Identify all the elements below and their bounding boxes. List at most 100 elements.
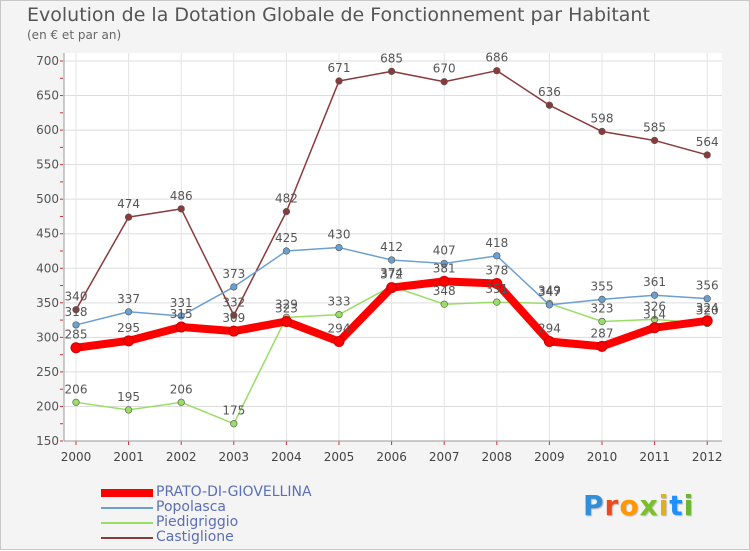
data-label-popolasca: 425 <box>275 231 298 245</box>
data-point-popolasca <box>335 243 343 252</box>
legend-label: PRATO-DI-GIOVELLINA <box>156 484 312 500</box>
data-point-prato-di-giovellina <box>228 325 240 337</box>
logo-letter: i <box>683 489 695 522</box>
data-label-castiglione: 482 <box>275 192 298 206</box>
y-tick-label: 400 <box>36 261 59 275</box>
data-point-prato-di-giovellina <box>649 322 661 334</box>
data-point-popolasca <box>282 247 291 255</box>
legend-swatch <box>101 507 153 509</box>
chart-subtitle: (en € et par an) <box>27 28 122 42</box>
y-tick-label: 250 <box>36 365 59 379</box>
x-tick-label: 2010 <box>587 450 618 464</box>
data-label-piedigriggio: 374 <box>380 266 403 280</box>
data-label-castiglione: 686 <box>485 51 508 65</box>
data-point-prato-di-giovellina <box>543 336 555 348</box>
data-point-castiglione <box>388 67 396 75</box>
x-tick-label: 2012 <box>692 450 723 464</box>
data-label-piedigriggio: 175 <box>222 404 245 418</box>
data-label-piedigriggio: 206 <box>65 382 88 396</box>
logo-letter: r <box>604 489 620 522</box>
data-point-piedigriggio <box>124 406 133 414</box>
y-tick-label: 150 <box>36 434 59 448</box>
data-point-popolasca <box>598 295 606 303</box>
data-point-piedigriggio <box>440 300 448 308</box>
plot-background <box>64 53 722 441</box>
data-point-piedigriggio <box>230 420 238 428</box>
data-point-prato-di-giovellina <box>701 315 713 327</box>
data-label-prato-di-giovellina: 294 <box>328 322 351 336</box>
data-label-piedigriggio: 195 <box>117 390 140 404</box>
logo-letter: P <box>583 489 605 522</box>
x-tick-label: 2006 <box>376 450 407 464</box>
x-tick-label: 2011 <box>639 450 670 464</box>
data-point-castiglione <box>72 306 80 314</box>
data-label-piedigriggio: 206 <box>170 382 193 396</box>
data-label-popolasca: 337 <box>117 292 140 306</box>
data-point-castiglione <box>177 205 185 213</box>
logo-letter: t <box>669 489 684 522</box>
data-point-castiglione <box>545 101 554 109</box>
data-label-prato-di-giovellina: 324 <box>696 301 719 315</box>
data-point-popolasca <box>703 295 711 303</box>
x-tick-label: 2002 <box>166 450 197 464</box>
y-tick-label: 550 <box>36 158 59 172</box>
data-label-popolasca: 347 <box>538 285 561 299</box>
data-label-piedigriggio: 348 <box>433 284 456 298</box>
data-label-piedigriggio: 323 <box>591 301 614 315</box>
data-point-castiglione <box>598 127 606 136</box>
data-label-castiglione: 670 <box>433 62 456 76</box>
x-tick-label: 2004 <box>271 450 302 464</box>
data-label-popolasca: 355 <box>591 279 614 293</box>
data-label-castiglione: 671 <box>328 61 351 75</box>
data-label-piedigriggio: 351 <box>485 282 508 296</box>
data-label-piedigriggio: 333 <box>328 295 351 309</box>
data-point-castiglione <box>703 151 711 159</box>
x-tick-label: 2003 <box>219 450 250 464</box>
chart-title: Evolution de la Dotation Globale de Fonc… <box>27 4 650 26</box>
legend-swatch <box>101 537 153 539</box>
y-tick-label: 300 <box>36 330 59 344</box>
data-label-popolasca: 430 <box>328 228 351 242</box>
data-label-prato-di-giovellina: 381 <box>433 261 456 275</box>
x-tick-label: 2001 <box>113 450 144 464</box>
data-point-piedigriggio <box>598 317 606 326</box>
data-point-castiglione <box>335 77 343 85</box>
y-tick-label: 450 <box>36 227 59 241</box>
data-label-prato-di-giovellina: 314 <box>643 308 666 322</box>
data-label-popolasca: 318 <box>65 305 88 319</box>
data-point-prato-di-giovellina <box>438 275 450 287</box>
data-point-castiglione <box>650 136 659 145</box>
data-label-popolasca: 407 <box>433 243 456 257</box>
x-tick-label: 2005 <box>324 450 355 464</box>
data-point-prato-di-giovellina <box>333 336 345 348</box>
x-tick-label: 2008 <box>482 450 513 464</box>
data-label-castiglione: 340 <box>65 290 88 304</box>
data-point-castiglione <box>493 67 501 75</box>
data-label-castiglione: 564 <box>696 135 719 149</box>
data-label-prato-di-giovellina: 372 <box>380 268 403 282</box>
data-point-prato-di-giovellina <box>280 315 292 327</box>
data-label-castiglione: 636 <box>538 85 561 99</box>
y-tick-label: 650 <box>36 89 59 103</box>
y-tick-label: 500 <box>36 192 59 206</box>
y-tick-label: 350 <box>36 296 59 310</box>
data-label-popolasca: 331 <box>170 296 193 310</box>
logo-letter: o <box>619 489 640 522</box>
data-label-prato-di-giovellina: 285 <box>65 328 88 342</box>
data-label-popolasca: 356 <box>696 279 719 293</box>
legend-swatch <box>101 489 153 497</box>
data-label-castiglione: 585 <box>643 120 666 134</box>
y-tick-label: 600 <box>36 123 59 137</box>
data-point-prato-di-giovellina <box>175 321 187 333</box>
data-point-prato-di-giovellina <box>491 277 503 289</box>
legend-swatch <box>101 522 153 524</box>
data-label-piedigriggio: 320 <box>696 304 719 318</box>
legend-label: Popolasca <box>156 499 226 515</box>
x-tick-label: 2007 <box>429 450 460 464</box>
data-label-prato-di-giovellina: 309 <box>222 311 245 325</box>
data-label-castiglione: 474 <box>117 197 140 211</box>
data-point-piedigriggio <box>493 298 501 306</box>
data-point-popolasca <box>124 308 133 316</box>
